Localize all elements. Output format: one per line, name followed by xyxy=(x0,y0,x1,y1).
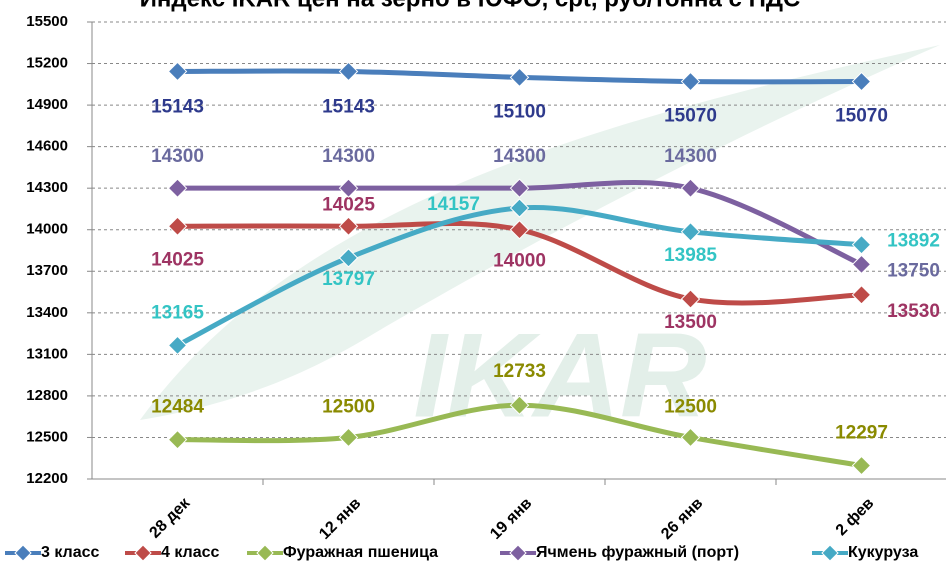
legend-item: 3 класс xyxy=(5,544,100,562)
x-tick-label: 19 янв xyxy=(487,495,535,543)
data-label: 13750 xyxy=(887,260,940,281)
data-label: 14157 xyxy=(427,194,480,215)
data-label: 14300 xyxy=(493,146,546,167)
legend-label: Фуражная пшеница xyxy=(283,544,438,561)
data-label: 15070 xyxy=(664,106,717,127)
y-tick-label: 15500 xyxy=(26,13,68,30)
point-marker xyxy=(338,427,359,448)
point-marker xyxy=(167,216,188,236)
point-marker xyxy=(509,67,530,88)
data-label: 13892 xyxy=(887,231,940,252)
watermark-swoosh xyxy=(140,45,940,420)
data-label: 12484 xyxy=(151,397,204,418)
y-tick-label: 13100 xyxy=(26,345,68,362)
legend-marker xyxy=(134,544,152,562)
data-label: 15070 xyxy=(835,106,888,127)
watermark: IKAR xyxy=(413,309,706,443)
point-marker xyxy=(680,289,701,309)
chart-title: Индекс IKAR цен на зерно в ЮФО, cpt, руб… xyxy=(140,0,801,12)
point-marker xyxy=(167,335,188,356)
data-label: 12500 xyxy=(664,396,717,417)
data-label: 13500 xyxy=(664,312,717,333)
data-label: 12297 xyxy=(835,423,888,444)
point-marker xyxy=(680,427,701,448)
point-marker xyxy=(509,220,530,240)
point-marker xyxy=(680,71,701,92)
y-tick-label: 14300 xyxy=(26,179,68,196)
data-label: 13165 xyxy=(151,302,204,323)
data-label: 14025 xyxy=(151,249,204,270)
legend-label: 4 класс xyxy=(161,544,220,561)
y-tick-label: 13400 xyxy=(26,304,68,321)
legend-marker xyxy=(14,544,32,562)
data-label: 13985 xyxy=(664,245,717,266)
y-tick-label: 12500 xyxy=(26,428,68,445)
point-marker xyxy=(338,61,359,82)
point-marker xyxy=(509,178,530,198)
x-tick-label: 26 янв xyxy=(658,495,706,543)
point-marker xyxy=(167,178,188,198)
legend-item: Фуражная пшеница xyxy=(247,544,438,562)
legend-label: Ячмень фуражный (порт) xyxy=(536,544,739,561)
point-marker xyxy=(338,216,359,236)
x-tick-label: 12 янв xyxy=(316,495,364,543)
data-label: 13530 xyxy=(887,301,940,322)
y-tick-label: 15200 xyxy=(26,55,68,72)
point-marker xyxy=(338,178,359,198)
point-marker xyxy=(680,222,701,242)
legend-item: 4 класс xyxy=(125,544,220,562)
data-label: 14300 xyxy=(664,146,717,167)
legend-marker xyxy=(509,544,527,562)
point-marker xyxy=(851,254,872,275)
y-tick-label: 13700 xyxy=(26,262,68,279)
point-marker xyxy=(338,248,359,268)
data-label: 13797 xyxy=(322,269,375,290)
data-label: 14300 xyxy=(151,146,204,167)
data-label: 14300 xyxy=(322,146,375,167)
data-label: 15143 xyxy=(151,96,204,117)
point-marker xyxy=(167,61,188,82)
point-marker xyxy=(851,285,872,305)
point-marker xyxy=(851,71,872,92)
y-tick-label: 14000 xyxy=(26,221,68,238)
y-tick-label: 12200 xyxy=(26,470,68,487)
legend-item: Кукуруза xyxy=(812,544,918,562)
data-label: 15100 xyxy=(493,101,546,122)
legend-label: 3 класс xyxy=(41,544,100,561)
data-label: 14000 xyxy=(493,251,546,272)
legend-item: Ячмень фуражный (порт) xyxy=(500,544,739,562)
point-marker xyxy=(509,198,530,218)
data-label: 12500 xyxy=(322,396,375,417)
data-label: 14025 xyxy=(322,194,375,215)
legend-label: Кукуруза xyxy=(848,544,918,561)
point-marker xyxy=(167,429,188,450)
y-tick-label: 12800 xyxy=(26,387,68,404)
data-label: 15143 xyxy=(322,96,375,117)
y-tick-label: 14900 xyxy=(26,96,68,113)
data-label: 12733 xyxy=(493,361,546,382)
legend-marker xyxy=(821,544,839,562)
x-tick-label: 28 дек xyxy=(146,494,194,542)
legend-marker xyxy=(256,544,274,562)
point-marker xyxy=(851,234,872,255)
point-marker xyxy=(851,455,872,476)
x-tick-label: 2 фев xyxy=(833,495,878,540)
point-marker xyxy=(680,178,701,198)
point-marker xyxy=(509,395,530,415)
y-tick-label: 14600 xyxy=(26,138,68,155)
